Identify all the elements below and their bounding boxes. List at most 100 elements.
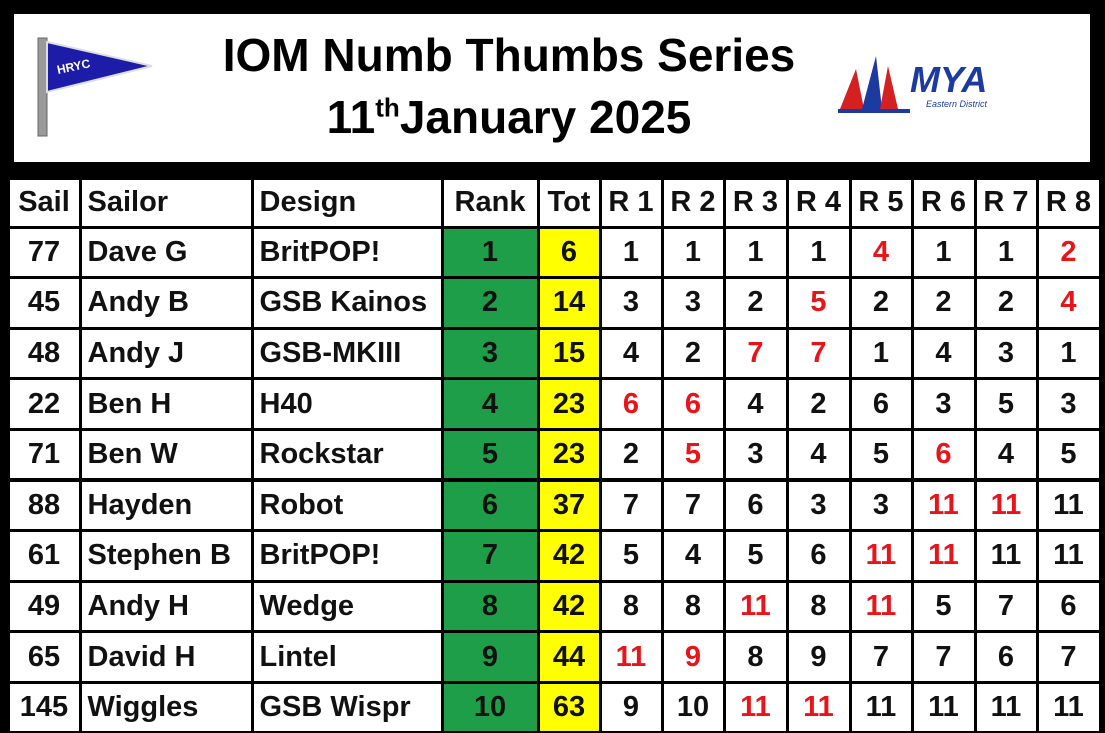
cell: 63	[539, 683, 599, 732]
race-score: 6	[976, 633, 1036, 681]
cell: 1	[443, 228, 537, 277]
race-score: 3	[601, 279, 661, 327]
column-header: Sailor	[81, 179, 251, 226]
cell: 37	[539, 481, 599, 530]
cell: Dave G	[81, 228, 251, 277]
race-score: 7	[788, 329, 849, 378]
race-score: 1	[725, 228, 786, 277]
cell: Wiggles	[81, 683, 251, 732]
cell: 3	[443, 329, 537, 378]
column-header: Rank	[443, 179, 537, 226]
cell: GSB Kainos	[253, 279, 441, 327]
race-score: 2	[601, 430, 661, 479]
cell: GSB Wispr	[253, 683, 441, 732]
cell: 45	[9, 279, 79, 327]
race-score: 5	[913, 582, 974, 631]
race-score: 2	[725, 279, 786, 327]
column-header: R 2	[663, 179, 723, 226]
race-score: 2	[663, 329, 723, 378]
cell: 8	[443, 582, 537, 631]
cell: 7	[443, 532, 537, 580]
race-score: 11	[851, 582, 911, 631]
cell: Andy H	[81, 582, 251, 631]
column-header: R 7	[976, 179, 1036, 226]
cell: Stephen B	[81, 532, 251, 580]
cell: 23	[539, 380, 599, 428]
cell: Andy J	[81, 329, 251, 378]
cell: 15	[539, 329, 599, 378]
cell: 65	[9, 633, 79, 681]
race-score: 3	[976, 329, 1036, 378]
cell: 49	[9, 582, 79, 631]
column-header: R 6	[913, 179, 974, 226]
cell: 4	[443, 380, 537, 428]
sail	[862, 56, 882, 109]
race-score: 1	[663, 228, 723, 277]
header: HRYC MYA Eastern District IOM Numb Thumb…	[14, 14, 1090, 162]
race-score: 4	[1038, 279, 1099, 327]
race-score: 6	[725, 481, 786, 530]
race-score: 3	[913, 380, 974, 428]
race-score: 11	[725, 582, 786, 631]
race-score: 2	[788, 380, 849, 428]
column-header: R 4	[788, 179, 849, 226]
race-score: 2	[913, 279, 974, 327]
race-score: 8	[663, 582, 723, 631]
cell: 6	[539, 228, 599, 277]
race-score: 7	[976, 582, 1036, 631]
race-score: 3	[725, 430, 786, 479]
cell: 2	[443, 279, 537, 327]
cell: David H	[81, 633, 251, 681]
cell: Rockstar	[253, 430, 441, 479]
cell: H40	[253, 380, 441, 428]
race-score: 1	[851, 329, 911, 378]
race-score: 11	[1038, 683, 1099, 732]
cell: 22	[9, 380, 79, 428]
race-score: 8	[788, 582, 849, 631]
race-score: 3	[851, 481, 911, 530]
race-score: 11	[976, 481, 1036, 530]
race-score: 6	[851, 380, 911, 428]
cell: 42	[539, 582, 599, 631]
race-score: 7	[663, 481, 723, 530]
cell: 14	[539, 279, 599, 327]
association-logo-text: MYA	[910, 59, 987, 100]
race-score: 4	[976, 430, 1036, 479]
race-score: 6	[663, 380, 723, 428]
race-score: 4	[851, 228, 911, 277]
race-score: 7	[851, 633, 911, 681]
race-score: 9	[601, 683, 661, 732]
race-score: 9	[788, 633, 849, 681]
column-header: R 1	[601, 179, 661, 226]
race-score: 3	[663, 279, 723, 327]
race-score: 6	[913, 430, 974, 479]
cell: Ben W	[81, 430, 251, 479]
cell: 5	[443, 430, 537, 479]
race-score: 4	[663, 532, 723, 580]
cell: Andy B	[81, 279, 251, 327]
race-score: 11	[788, 683, 849, 732]
race-score: 5	[601, 532, 661, 580]
cell: 42	[539, 532, 599, 580]
hull	[838, 109, 910, 113]
date-day: 11	[326, 91, 376, 143]
cell: 61	[9, 532, 79, 580]
cell: 145	[9, 683, 79, 732]
race-score: 11	[913, 532, 974, 580]
race-score: 5	[663, 430, 723, 479]
race-score: 5	[851, 430, 911, 479]
race-score: 7	[725, 329, 786, 378]
race-score: 7	[1038, 633, 1099, 681]
race-score: 11	[913, 481, 974, 530]
cell: 10	[443, 683, 537, 732]
race-score: 9	[663, 633, 723, 681]
race-score: 7	[913, 633, 974, 681]
race-score: 1	[1038, 329, 1099, 378]
race-score: 4	[601, 329, 661, 378]
column-header: R 5	[851, 179, 911, 226]
column-header: R 3	[725, 179, 786, 226]
column-header: Design	[253, 179, 441, 226]
cell: 48	[9, 329, 79, 378]
race-score: 11	[725, 683, 786, 732]
cell: GSB-MKIII	[253, 329, 441, 378]
